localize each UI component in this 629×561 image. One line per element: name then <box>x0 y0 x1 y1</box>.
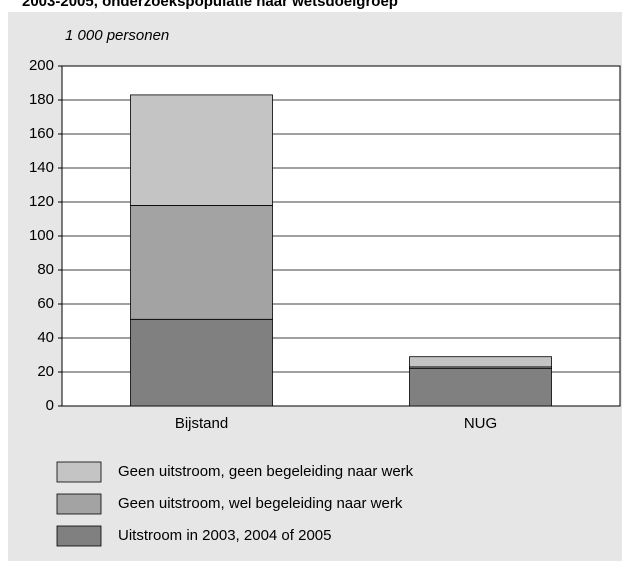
legend-swatch <box>56 525 102 547</box>
y-tick-label: 60 <box>37 295 54 312</box>
y-tick-label: 100 <box>29 227 54 244</box>
chart-title: 2003-2005, onderzoekspopulatie naar wets… <box>22 0 398 10</box>
bar-segment <box>409 368 552 407</box>
y-tick-label: 40 <box>37 329 54 346</box>
y-tick-label: 160 <box>29 125 54 142</box>
y-tick-label: 80 <box>37 261 54 278</box>
x-tick-label: NUG <box>464 415 497 432</box>
bar-segment <box>130 94 273 206</box>
bar-segment <box>130 204 273 320</box>
y-tick-label: 200 <box>29 57 54 74</box>
y-tick-label: 140 <box>29 159 54 176</box>
legend-label: Uitstroom in 2003, 2004 of 2005 <box>118 527 331 544</box>
y-tick-label: 0 <box>46 397 54 414</box>
y-tick-label: 20 <box>37 363 54 380</box>
legend-label: Geen uitstroom, geen begeleiding naar we… <box>118 463 414 480</box>
y-tick-label: 180 <box>29 91 54 108</box>
bar-segment <box>409 356 552 368</box>
y-tick-label: 120 <box>29 193 54 210</box>
legend-swatch <box>56 461 102 483</box>
x-tick-label: Bijstand <box>175 415 228 432</box>
legend-swatch <box>56 493 102 515</box>
legend-label: Geen uitstroom, wel begeleiding naar wer… <box>118 495 403 512</box>
y-axis-label: 1 000 personen <box>65 27 169 44</box>
bar-segment <box>130 318 273 407</box>
